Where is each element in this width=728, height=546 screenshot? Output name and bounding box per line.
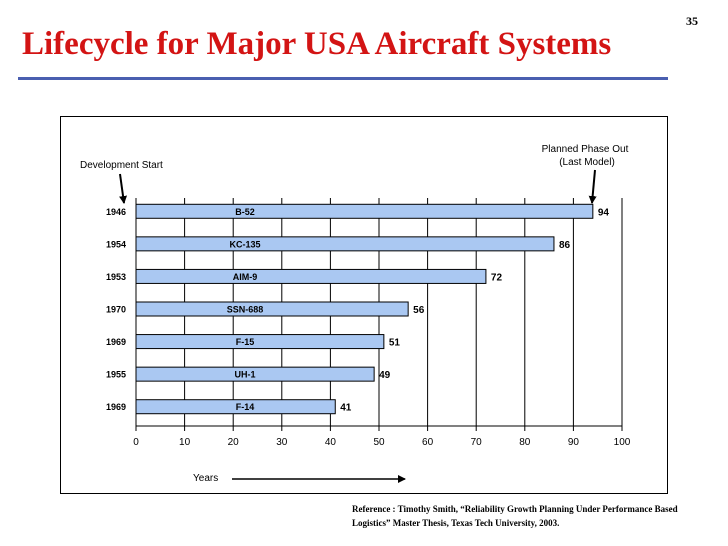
bar <box>135 203 594 219</box>
development-start-arrow <box>119 173 128 204</box>
bar-category-label: F-15 <box>236 337 255 347</box>
x-tick-label: 50 <box>373 437 385 448</box>
bar-category-label: B-52 <box>235 207 255 217</box>
bar-start-year-label: 1969 <box>106 337 126 347</box>
slide-number: 35 <box>686 14 698 28</box>
phase-out-label-line1: Planned Phase Out <box>542 144 629 155</box>
bar-value-label: 51 <box>389 338 401 349</box>
development-start-label: Development Start <box>80 160 163 171</box>
x-tick-label: 90 <box>568 437 580 448</box>
reference-citation: Reference : Timothy Smith, “Reliability … <box>352 502 724 530</box>
x-tick-label: 20 <box>228 437 240 448</box>
slide-title: Lifecycle for Major USA Aircraft Systems <box>22 26 612 62</box>
bar-start-year-label: 1969 <box>106 402 126 412</box>
bar <box>135 301 409 317</box>
x-tick-label: 10 <box>179 437 191 448</box>
bar-start-year-label: 1953 <box>106 272 126 282</box>
bar-category-label: AIM-9 <box>233 272 258 282</box>
bar-value-label: 72 <box>491 272 503 283</box>
phase-out-label-line2: (Last Model) <box>559 157 615 168</box>
bar-value-label: 56 <box>413 305 425 316</box>
bar-start-year-label: 1954 <box>106 239 126 249</box>
bar <box>135 366 375 382</box>
bar <box>135 236 555 252</box>
reference-line-1: Reference : Timothy Smith, “Reliability … <box>352 504 678 514</box>
x-tick-label: 80 <box>519 437 531 448</box>
x-tick-label: 40 <box>325 437 337 448</box>
x-tick-label: 30 <box>276 437 288 448</box>
reference-line-2: Logistics” Master Thesis, Texas Tech Uni… <box>352 518 560 528</box>
bar-value-label: 49 <box>379 370 391 381</box>
bar-value-label: 94 <box>598 207 610 218</box>
x-tick-label: 100 <box>614 437 631 448</box>
bar-category-label: KC-135 <box>229 239 260 249</box>
x-tick-label: 70 <box>471 437 483 448</box>
bar-value-label: 86 <box>559 240 571 251</box>
x-axis-label: Years <box>193 473 218 484</box>
bar-category-label: F-14 <box>236 402 255 412</box>
x-tick-label: 0 <box>133 437 139 448</box>
bar-start-year-label: 1946 <box>106 207 126 217</box>
bar-value-label: 41 <box>340 403 352 414</box>
bar-category-label: UH-1 <box>234 370 255 380</box>
bar-start-year-label: 1970 <box>106 305 126 315</box>
x-tick-label: 60 <box>422 437 434 448</box>
bar-category-label: SSN-688 <box>227 305 264 315</box>
bar <box>135 399 336 415</box>
bar <box>135 334 385 350</box>
bar <box>135 268 487 284</box>
title-divider <box>18 77 668 80</box>
phase-out-arrow <box>588 169 597 204</box>
chart-frame <box>60 116 668 494</box>
bar-start-year-label: 1955 <box>106 370 126 380</box>
